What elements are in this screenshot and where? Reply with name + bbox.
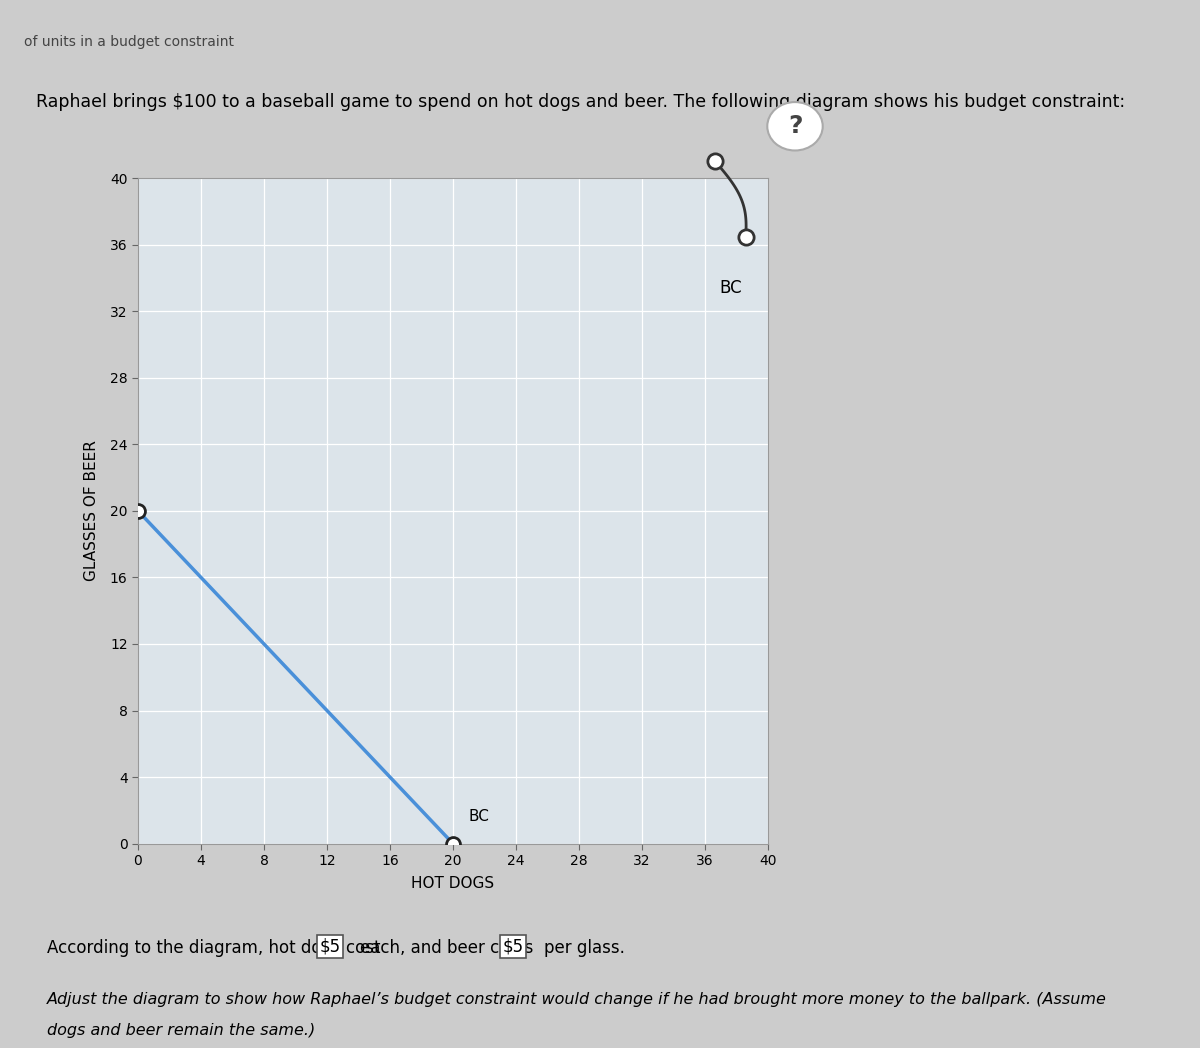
- Text: per glass.: per glass.: [544, 939, 624, 957]
- Text: dogs and beer remain the same.): dogs and beer remain the same.): [47, 1023, 316, 1038]
- Y-axis label: GLASSES OF BEER: GLASSES OF BEER: [84, 440, 98, 582]
- Text: BC: BC: [719, 279, 742, 297]
- Text: $5: $5: [319, 938, 341, 956]
- Text: of units in a budget constraint: of units in a budget constraint: [24, 36, 234, 49]
- Text: ?: ?: [787, 114, 803, 138]
- Circle shape: [767, 102, 823, 151]
- Text: Adjust the diagram to show how Raphael’s budget constraint would change if he ha: Adjust the diagram to show how Raphael’s…: [47, 991, 1106, 1007]
- Text: BC: BC: [469, 809, 490, 824]
- X-axis label: HOT DOGS: HOT DOGS: [412, 876, 494, 892]
- Text: $5: $5: [503, 938, 524, 956]
- Text: According to the diagram, hot dogs cost: According to the diagram, hot dogs cost: [47, 939, 380, 957]
- Text: Raphael brings $100 to a baseball game to spend on hot dogs and beer. The follow: Raphael brings $100 to a baseball game t…: [36, 92, 1126, 111]
- Text: each, and beer costs: each, and beer costs: [360, 939, 534, 957]
